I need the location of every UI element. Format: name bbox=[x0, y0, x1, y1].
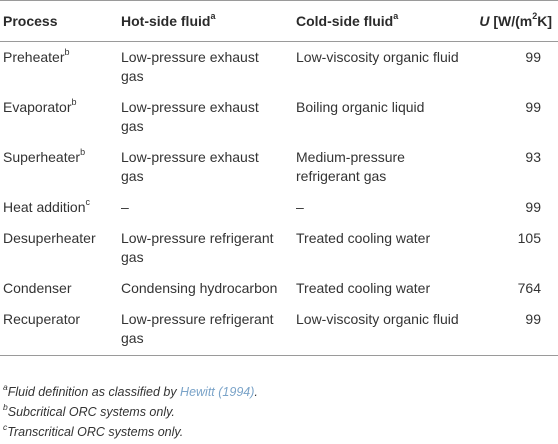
header-process-label: Process bbox=[3, 13, 58, 29]
table-header-row: Process Hot-side fluida Cold-side fluida… bbox=[0, 0, 558, 42]
process-name: Evaporator bbox=[3, 99, 72, 115]
cell-process: Superheaterb bbox=[0, 142, 115, 192]
header-u-value: U [W/(m2K] bbox=[465, 0, 558, 42]
cell-hot-side: Low-pressure exhaust gas bbox=[121, 149, 259, 184]
header-cold-label: Cold-side fluid bbox=[296, 13, 394, 29]
header-hot-side: Hot-side fluida bbox=[115, 0, 290, 42]
cell-u-value: 764 bbox=[517, 280, 541, 296]
cell-u-value: 99 bbox=[525, 199, 541, 215]
table-row: Condenser Condensing hydrocarbon Treated c… bbox=[0, 273, 558, 304]
footnote-mark: a bbox=[3, 381, 8, 392]
footnote-marker: b bbox=[64, 47, 70, 58]
footnote-text: Fluid definition as classified by bbox=[7, 385, 181, 399]
u-unit-end: K] bbox=[537, 13, 552, 29]
footnote-marker: a bbox=[210, 11, 216, 22]
cell-process: Preheaterb bbox=[0, 42, 115, 93]
cell-cold-side: Boiling organic liquid bbox=[296, 99, 425, 115]
cell-u-value: 105 bbox=[517, 230, 541, 246]
cell-process: Evaporatorb bbox=[0, 92, 115, 142]
cell-cold-side: Medium-pressure refrigerant gas bbox=[296, 149, 405, 184]
cell-hot-side: Low-pressure exhaust gas bbox=[121, 49, 259, 84]
footnote-text: Subcritical ORC systems only. bbox=[7, 405, 175, 419]
footnote-marker: b bbox=[71, 97, 77, 108]
citation-link[interactable]: Hewitt (1994) bbox=[180, 385, 255, 399]
cell-u-value: 99 bbox=[465, 304, 558, 356]
process-name: Condenser bbox=[3, 280, 72, 296]
table-row: Evaporatorb Low-pressure exhaust gas Boili… bbox=[0, 92, 558, 142]
footnote-marker: c bbox=[85, 197, 91, 208]
process-name: Preheater bbox=[3, 49, 65, 65]
process-name: Heat addition bbox=[3, 199, 86, 215]
cell-hot-side: Condensing hydrocarbon bbox=[121, 280, 278, 296]
footnote-c: cTranscritical ORC systems only. bbox=[3, 422, 258, 442]
u-unit-exponent: 2 bbox=[532, 11, 538, 22]
cell-hot-side: – bbox=[121, 199, 129, 215]
cell-process: Heat additionc bbox=[0, 192, 115, 223]
table-row: Superheaterb Low-pressure exhaust gas Medi… bbox=[0, 142, 558, 192]
cell-u-value: 93 bbox=[525, 149, 541, 165]
cell-process: Recuperator bbox=[0, 304, 115, 356]
cell-cold-side: Low-viscosity organic fluid bbox=[296, 49, 459, 65]
table-row: Preheaterb Low-pressure exhaust gas Low-vi… bbox=[0, 42, 558, 93]
table-row: Desuperheater Low-pressure refrigerant ga… bbox=[0, 223, 558, 273]
cell-process: Condenser bbox=[0, 273, 115, 304]
cell-hot-side: Low-pressure exhaust gas bbox=[121, 99, 259, 134]
footnote-a: aFluid definition as classified by Hewit… bbox=[3, 382, 258, 402]
footnote-b: bSubcritical ORC systems only. bbox=[3, 402, 258, 422]
cell-cold-side: Low-viscosity organic fluid bbox=[290, 304, 465, 356]
cell-hot-side: Low-pressure refrigerant gas bbox=[115, 304, 290, 356]
footnote-marker: a bbox=[393, 11, 399, 22]
cell-hot-side: Low-pressure refrigerant gas bbox=[121, 230, 274, 265]
header-process: Process bbox=[0, 0, 115, 42]
heat-transfer-table: Process Hot-side fluida Cold-side fluida… bbox=[0, 0, 558, 356]
header-cold-side: Cold-side fluida bbox=[290, 0, 465, 42]
process-name: Recuperator bbox=[3, 311, 81, 327]
table-row: Recuperator Low-pressure refrigerant gas L… bbox=[0, 304, 558, 356]
cell-u-value: 99 bbox=[525, 99, 541, 115]
cell-u-value: 99 bbox=[525, 49, 541, 65]
header-hot-label: Hot-side fluid bbox=[121, 13, 211, 29]
process-name: Superheater bbox=[3, 149, 81, 165]
u-unit: [W/(m bbox=[489, 13, 533, 29]
footnote-mark: b bbox=[3, 401, 8, 412]
cell-cold-side: – bbox=[296, 199, 304, 215]
footnote-mark: c bbox=[3, 421, 8, 432]
u-symbol: U bbox=[479, 13, 490, 29]
footnote-text-end: . bbox=[254, 385, 258, 399]
cell-process: Desuperheater bbox=[0, 223, 115, 273]
table-row: Heat additionc – –99 bbox=[0, 192, 558, 223]
cell-cold-side: Treated cooling water bbox=[296, 230, 431, 246]
table-footnotes: aFluid definition as classified by Hewit… bbox=[3, 382, 258, 442]
footnote-text: Transcritical ORC systems only. bbox=[7, 425, 184, 439]
cell-cold-side: Treated cooling water bbox=[296, 280, 431, 296]
process-name: Desuperheater bbox=[3, 230, 96, 246]
footnote-marker: b bbox=[80, 147, 86, 158]
